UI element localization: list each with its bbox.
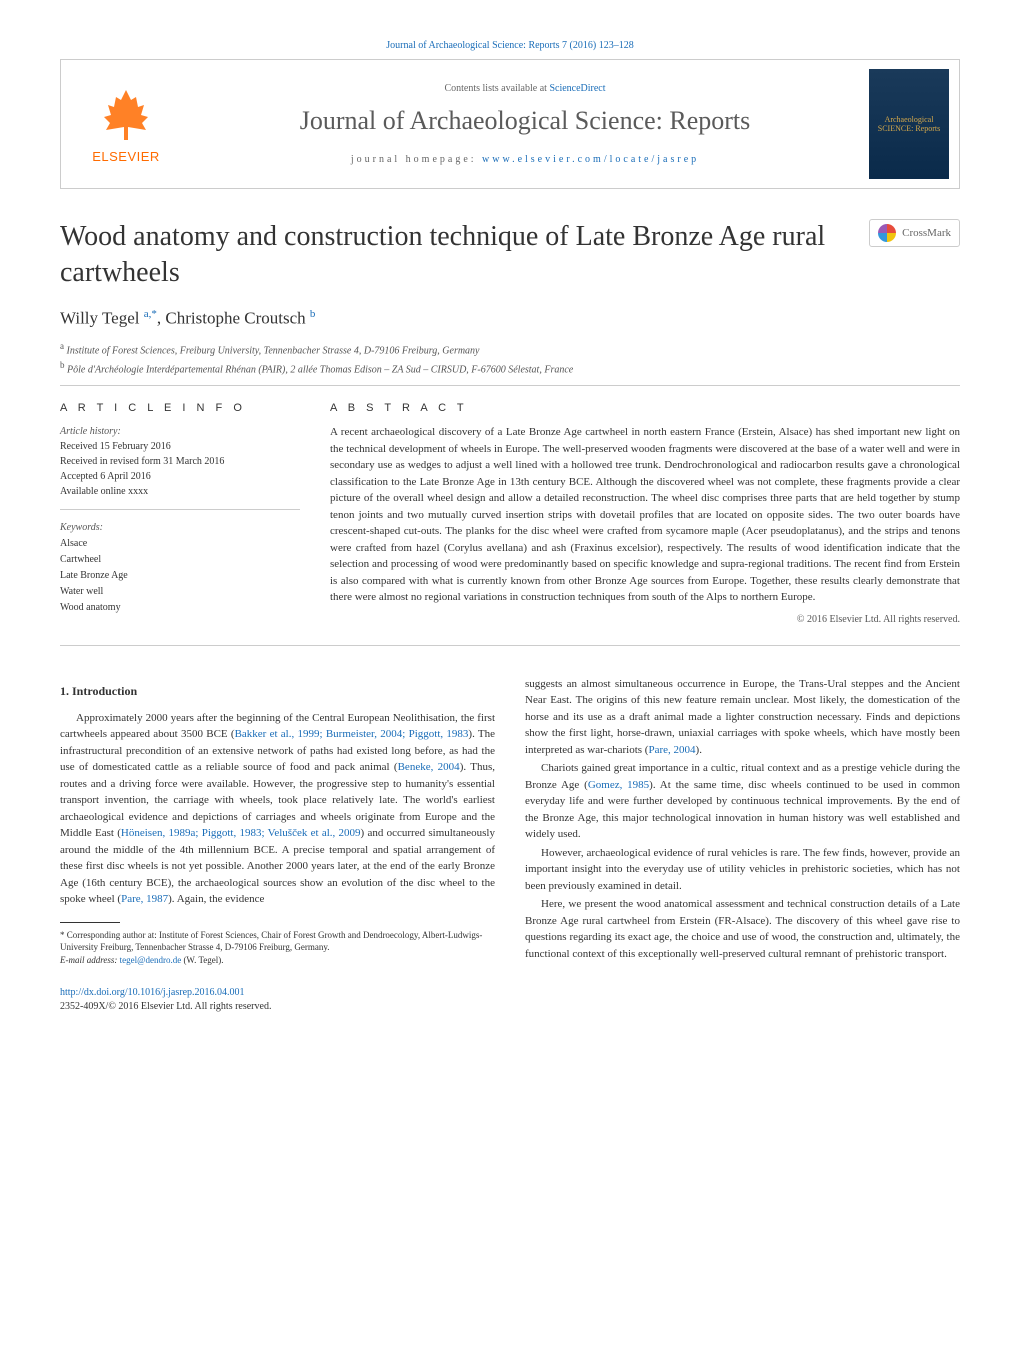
email-suffix: (W. Tegel). [181,955,223,965]
affil-b: b Pôle d'Archéologie Interdépartemental … [60,359,960,377]
article-info-heading: A R T I C L E I N F O [60,402,300,414]
journal-citation[interactable]: Journal of Archaeological Science: Repor… [60,40,960,51]
elsevier-logo[interactable]: ELSEVIER [61,75,191,174]
intro-p2: suggests an almost simultaneous occurren… [525,676,960,759]
email-footnote: E-mail address: tegel@dendro.de (W. Tege… [60,954,495,967]
abstract-copyright: © 2016 Elsevier Ltd. All rights reserved… [330,614,960,625]
author-2-affil[interactable]: b [310,308,316,320]
abstract-text: A recent archaeological discovery of a L… [330,424,960,606]
corresponding-footnote: * Corresponding author at: Institute of … [60,929,495,954]
body-columns: 1. Introduction Approximately 2000 years… [60,676,960,967]
keyword-1: Alsace [60,536,300,552]
p1-ref4[interactable]: Pare, 1987 [121,893,168,905]
p2-ref1[interactable]: Pare, 2004 [648,744,695,756]
journal-cover[interactable]: Archaeological SCIENCE: Reports [859,60,959,188]
affil-a-text: Institute of Forest Sciences, Freiburg U… [64,346,480,357]
keyword-2: Cartwheel [60,552,300,568]
p1-ref3[interactable]: Höneisen, 1989a; Piggott, 1983; Velušček… [121,827,361,839]
intro-p5: Here, we present the wood anatomical ass… [525,896,960,962]
p1-ref1[interactable]: Bakker et al., 1999; Burmeister, 2004; P… [235,728,469,740]
intro-p4: However, archaeological evidence of rura… [525,845,960,895]
affiliations: a Institute of Forest Sciences, Freiburg… [60,340,960,386]
sd-prefix: Contents lists available at [444,83,549,94]
issn-copyright: 2352-409X/© 2016 Elsevier Ltd. All right… [60,1000,960,1014]
sciencedirect-link[interactable]: ScienceDirect [549,83,605,94]
author-1[interactable]: Willy Tegel [60,308,144,327]
affil-a: a Institute of Forest Sciences, Freiburg… [60,340,960,358]
elsevier-tree-icon [96,85,156,145]
author-2[interactable]: Christophe Croutsch [165,308,310,327]
homepage-link[interactable]: www.elsevier.com/locate/jasrep [482,154,699,165]
article-info-col: A R T I C L E I N F O Article history: R… [60,402,300,625]
abstract-col: A B S T R A C T A recent archaeological … [330,402,960,625]
keyword-3: Late Bronze Age [60,568,300,584]
p1-text-e: ). Again, the evidence [168,893,264,905]
history-online: Available online xxxx [60,484,300,499]
p1-ref2[interactable]: Beneke, 2004 [398,761,460,773]
authors-line: Willy Tegel a,*, Christophe Croutsch b [60,308,960,329]
keyword-5: Wood anatomy [60,600,300,616]
sciencedirect-line: Contents lists available at ScienceDirec… [191,83,859,94]
intro-p3: Chariots gained great importance in a cu… [525,760,960,843]
keyword-4: Water well [60,584,300,600]
keywords-block: Keywords: Alsace Cartwheel Late Bronze A… [60,520,300,616]
crossmark-icon [878,224,896,242]
email-label: E-mail address: [60,955,120,965]
cover-image: Archaeological SCIENCE: Reports [869,69,949,179]
p2-text-b: ). [696,744,702,756]
p3-ref1[interactable]: Gomez, 1985 [588,779,649,791]
history-label: Article history: [60,424,300,439]
abstract-heading: A B S T R A C T [330,402,960,414]
p2-text-a: suggests an almost simultaneous occurren… [525,678,960,756]
email-link[interactable]: tegel@dendro.de [120,955,182,965]
crossmark-label: CrossMark [902,227,951,239]
history-accepted: Accepted 6 April 2016 [60,469,300,484]
journal-name: Journal of Archaeological Science: Repor… [191,106,859,136]
journal-header: ELSEVIER Contents lists available at Sci… [60,59,960,189]
info-abstract-row: A R T I C L E I N F O Article history: R… [60,402,960,646]
article-title: Wood anatomy and construction technique … [60,219,960,292]
keywords-label: Keywords: [60,520,300,536]
journal-homepage: journal homepage: www.elsevier.com/locat… [191,154,859,165]
header-center: Contents lists available at ScienceDirec… [191,60,859,188]
footnote-text: * Corresponding author at: Institute of … [60,930,482,953]
article-history: Article history: Received 15 February 20… [60,424,300,510]
history-received: Received 15 February 2016 [60,439,300,454]
cover-title: Archaeological SCIENCE: Reports [873,115,945,133]
footnote-separator [60,922,120,923]
intro-p1: Approximately 2000 years after the begin… [60,710,495,908]
page-footer: http://dx.doi.org/10.1016/j.jasrep.2016.… [60,986,960,1014]
homepage-prefix: journal homepage: [351,154,482,165]
affil-b-text: Pôle d'Archéologie Interdépartemental Rh… [65,364,574,375]
crossmark-button[interactable]: CrossMark [869,219,960,247]
elsevier-label: ELSEVIER [92,149,160,164]
intro-heading: 1. Introduction [60,682,495,700]
history-revised: Received in revised form 31 March 2016 [60,454,300,469]
doi-link[interactable]: http://dx.doi.org/10.1016/j.jasrep.2016.… [60,987,245,998]
